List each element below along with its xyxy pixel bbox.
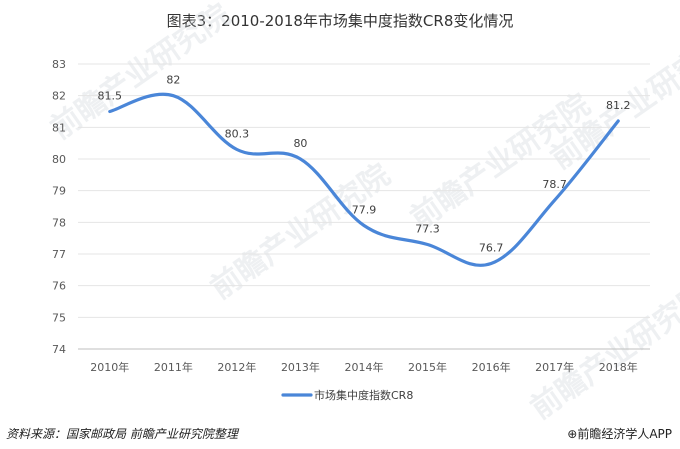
- legend-label: 市场集中度指数CR8: [314, 388, 413, 402]
- data-label: 81.2: [606, 99, 631, 112]
- x-axis-ticks: 2010年 2011年 2012年 2013年 2014年 2015年 2016年 2017年…: [90, 360, 637, 374]
- x-tick-label: 2014年: [345, 360, 384, 374]
- y-axis-ticks: 83 82 81 80 79 78 77 76 75 74: [52, 58, 66, 356]
- gridlines: [78, 63, 650, 350]
- data-label: 77.3: [415, 223, 440, 236]
- data-label: 77.9: [352, 204, 377, 217]
- data-label: 80: [293, 137, 307, 150]
- y-tick-label: 82: [52, 90, 66, 103]
- source-note: 资料来源：国家邮政局 前瞻产业研究院整理: [6, 427, 238, 441]
- x-tick-label: 2012年: [217, 360, 256, 374]
- x-tick-label: 2015年: [408, 360, 447, 374]
- watermark-text-4: 前瞻产业研究院: [525, 277, 680, 426]
- data-label: 82: [166, 74, 180, 87]
- x-tick-label: 2016年: [472, 360, 511, 374]
- chart-title: 图表3：2010-2018年市场集中度指数CR8变化情况: [166, 12, 514, 30]
- y-tick-label: 74: [52, 343, 66, 356]
- series-layer: [108, 92, 620, 267]
- y-tick-label: 83: [52, 58, 66, 71]
- y-tick-label: 75: [52, 311, 66, 324]
- x-tick-label: 2013年: [281, 360, 320, 374]
- legend: 市场集中度指数CR8: [281, 388, 413, 402]
- y-tick-label: 81: [52, 121, 66, 134]
- y-tick-label: 77: [52, 248, 66, 261]
- brand-label: ⊕前瞻经济学人APP: [567, 425, 672, 442]
- data-labels: 81.5 82 80.3 80 77.9 77.3 76.7 78.7 81.2: [98, 74, 631, 255]
- data-label: 81.5: [98, 90, 123, 103]
- brand-text: 前瞻经济学人APP: [577, 427, 672, 441]
- series-line-cr8: [108, 92, 620, 267]
- x-tick-label: 2011年: [154, 360, 193, 374]
- y-tick-label: 78: [52, 216, 66, 229]
- data-label: 76.7: [479, 242, 504, 255]
- brand-icon: ⊕: [567, 427, 578, 441]
- x-tick-label: 2010年: [90, 360, 129, 374]
- y-tick-label: 80: [52, 153, 66, 166]
- y-tick-label: 76: [52, 280, 66, 293]
- watermark-text-1: 前瞻产业研究院: [205, 157, 397, 306]
- x-tick-label: 2017年: [535, 360, 574, 374]
- x-tick-label: 2018年: [599, 360, 638, 374]
- data-label: 78.7: [542, 178, 567, 191]
- data-label: 80.3: [225, 128, 250, 141]
- y-tick-label: 79: [52, 185, 66, 198]
